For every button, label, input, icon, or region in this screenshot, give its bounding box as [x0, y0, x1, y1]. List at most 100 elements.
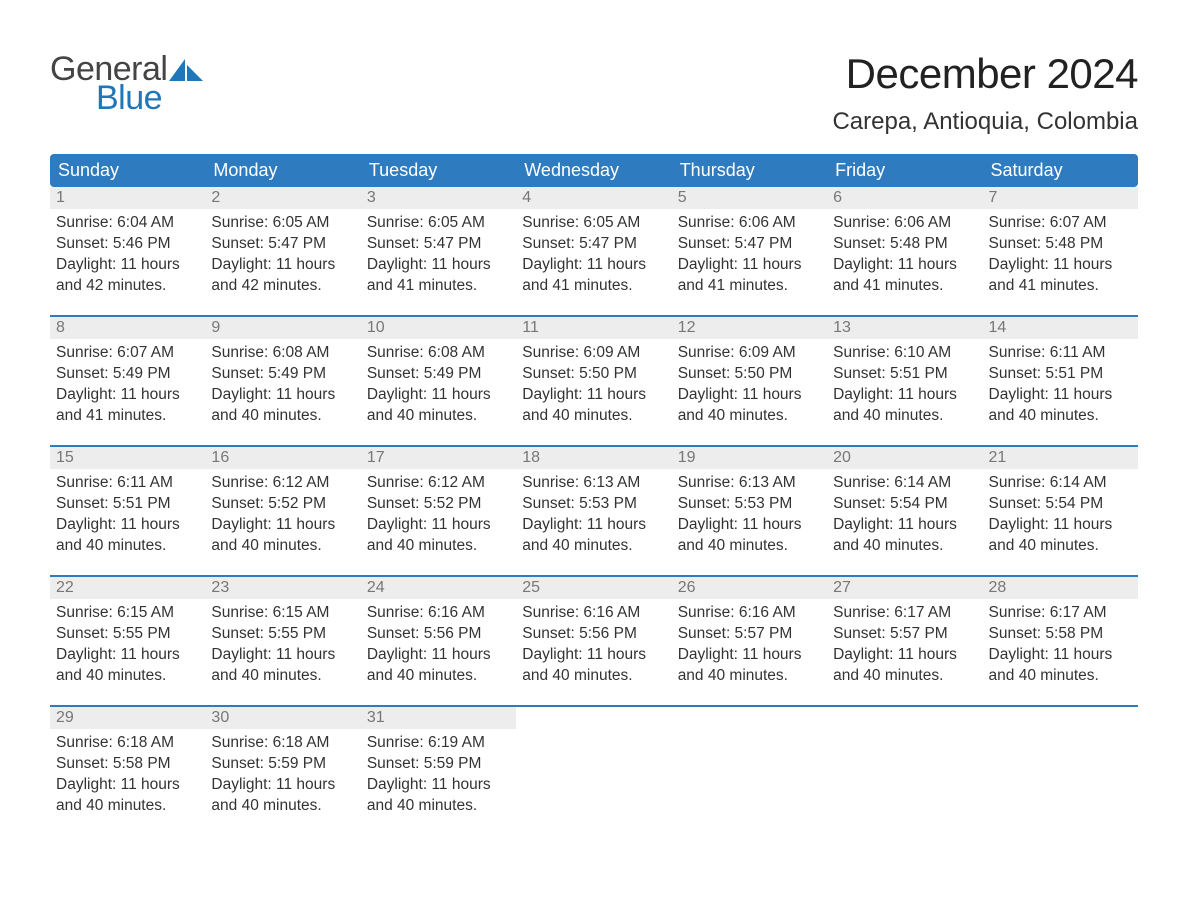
day-details: Sunrise: 6:09 AMSunset: 5:50 PMDaylight:… [516, 339, 671, 433]
sunset-line: Sunset: 5:58 PM [56, 754, 199, 775]
calendar-page: General Blue December 2024 Carepa, Antio… [0, 0, 1188, 918]
calendar-day: 22Sunrise: 6:15 AMSunset: 5:55 PMDayligh… [50, 577, 205, 705]
calendar-day: 21Sunrise: 6:14 AMSunset: 5:54 PMDayligh… [983, 447, 1138, 575]
weekday-header: Sunday [50, 154, 205, 187]
calendar-day: 16Sunrise: 6:12 AMSunset: 5:52 PMDayligh… [205, 447, 360, 575]
sunset-line: Sunset: 5:47 PM [211, 234, 354, 255]
day-details: Sunrise: 6:12 AMSunset: 5:52 PMDaylight:… [361, 469, 516, 563]
calendar-day: 6Sunrise: 6:06 AMSunset: 5:48 PMDaylight… [827, 187, 982, 315]
sunrise-line: Sunrise: 6:05 AM [211, 213, 354, 234]
sunset-line: Sunset: 5:48 PM [833, 234, 976, 255]
weekday-header: Thursday [672, 154, 827, 187]
day-details: Sunrise: 6:05 AMSunset: 5:47 PMDaylight:… [361, 209, 516, 303]
calendar-day: 14Sunrise: 6:11 AMSunset: 5:51 PMDayligh… [983, 317, 1138, 445]
day-details: Sunrise: 6:17 AMSunset: 5:57 PMDaylight:… [827, 599, 982, 693]
sunrise-line: Sunrise: 6:16 AM [522, 603, 665, 624]
calendar-day: 2Sunrise: 6:05 AMSunset: 5:47 PMDaylight… [205, 187, 360, 315]
brand-word-2: Blue [96, 79, 162, 118]
day-details: Sunrise: 6:15 AMSunset: 5:55 PMDaylight:… [50, 599, 205, 693]
daylight-line: Daylight: 11 hours and 40 minutes. [678, 515, 821, 557]
sunrise-line: Sunrise: 6:14 AM [833, 473, 976, 494]
sunset-line: Sunset: 5:49 PM [367, 364, 510, 385]
daylight-line: Daylight: 11 hours and 40 minutes. [367, 385, 510, 427]
sunrise-line: Sunrise: 6:15 AM [211, 603, 354, 624]
day-details: Sunrise: 6:05 AMSunset: 5:47 PMDaylight:… [516, 209, 671, 303]
day-number: 9 [205, 317, 360, 339]
sunrise-line: Sunrise: 6:18 AM [56, 733, 199, 754]
sunrise-line: Sunrise: 6:13 AM [678, 473, 821, 494]
calendar-day: 18Sunrise: 6:13 AMSunset: 5:53 PMDayligh… [516, 447, 671, 575]
sunrise-line: Sunrise: 6:09 AM [522, 343, 665, 364]
daylight-line: Daylight: 11 hours and 40 minutes. [56, 645, 199, 687]
sunrise-line: Sunrise: 6:10 AM [833, 343, 976, 364]
daylight-line: Daylight: 11 hours and 41 minutes. [367, 255, 510, 297]
day-details: Sunrise: 6:14 AMSunset: 5:54 PMDaylight:… [983, 469, 1138, 563]
sunrise-line: Sunrise: 6:14 AM [989, 473, 1132, 494]
day-details: Sunrise: 6:14 AMSunset: 5:54 PMDaylight:… [827, 469, 982, 563]
weekday-header: Saturday [983, 154, 1138, 187]
sunrise-line: Sunrise: 6:12 AM [367, 473, 510, 494]
sunrise-line: Sunrise: 6:18 AM [211, 733, 354, 754]
month-title: December 2024 [832, 50, 1138, 98]
sunrise-line: Sunrise: 6:11 AM [989, 343, 1132, 364]
calendar-day: 24Sunrise: 6:16 AMSunset: 5:56 PMDayligh… [361, 577, 516, 705]
calendar-day [516, 707, 671, 835]
daylight-line: Daylight: 11 hours and 40 minutes. [522, 515, 665, 557]
day-details: Sunrise: 6:12 AMSunset: 5:52 PMDaylight:… [205, 469, 360, 563]
weekday-header-row: Sunday Monday Tuesday Wednesday Thursday… [50, 154, 1138, 187]
calendar-day: 11Sunrise: 6:09 AMSunset: 5:50 PMDayligh… [516, 317, 671, 445]
daylight-line: Daylight: 11 hours and 41 minutes. [678, 255, 821, 297]
daylight-line: Daylight: 11 hours and 40 minutes. [989, 515, 1132, 557]
calendar-day: 17Sunrise: 6:12 AMSunset: 5:52 PMDayligh… [361, 447, 516, 575]
calendar-week: 1Sunrise: 6:04 AMSunset: 5:46 PMDaylight… [50, 187, 1138, 315]
calendar-day: 13Sunrise: 6:10 AMSunset: 5:51 PMDayligh… [827, 317, 982, 445]
sunset-line: Sunset: 5:54 PM [989, 494, 1132, 515]
calendar-day: 3Sunrise: 6:05 AMSunset: 5:47 PMDaylight… [361, 187, 516, 315]
calendar-day: 27Sunrise: 6:17 AMSunset: 5:57 PMDayligh… [827, 577, 982, 705]
day-number: 30 [205, 707, 360, 729]
sunset-line: Sunset: 5:54 PM [833, 494, 976, 515]
sunset-line: Sunset: 5:58 PM [989, 624, 1132, 645]
sunset-line: Sunset: 5:53 PM [678, 494, 821, 515]
sunset-line: Sunset: 5:47 PM [367, 234, 510, 255]
day-number: 18 [516, 447, 671, 469]
day-details: Sunrise: 6:11 AMSunset: 5:51 PMDaylight:… [50, 469, 205, 563]
calendar-day [983, 707, 1138, 835]
day-number: 10 [361, 317, 516, 339]
day-details: Sunrise: 6:11 AMSunset: 5:51 PMDaylight:… [983, 339, 1138, 433]
daylight-line: Daylight: 11 hours and 40 minutes. [367, 645, 510, 687]
day-details: Sunrise: 6:06 AMSunset: 5:47 PMDaylight:… [672, 209, 827, 303]
sunrise-line: Sunrise: 6:09 AM [678, 343, 821, 364]
day-number: 22 [50, 577, 205, 599]
day-number: 16 [205, 447, 360, 469]
day-number: 11 [516, 317, 671, 339]
day-number: 13 [827, 317, 982, 339]
sunset-line: Sunset: 5:51 PM [833, 364, 976, 385]
sunrise-line: Sunrise: 6:17 AM [833, 603, 976, 624]
daylight-line: Daylight: 11 hours and 40 minutes. [678, 385, 821, 427]
day-details: Sunrise: 6:16 AMSunset: 5:56 PMDaylight:… [361, 599, 516, 693]
day-details: Sunrise: 6:18 AMSunset: 5:59 PMDaylight:… [205, 729, 360, 823]
day-number: 8 [50, 317, 205, 339]
daylight-line: Daylight: 11 hours and 40 minutes. [678, 645, 821, 687]
sunset-line: Sunset: 5:59 PM [367, 754, 510, 775]
daylight-line: Daylight: 11 hours and 40 minutes. [833, 645, 976, 687]
daylight-line: Daylight: 11 hours and 40 minutes. [56, 775, 199, 817]
day-details: Sunrise: 6:08 AMSunset: 5:49 PMDaylight:… [205, 339, 360, 433]
day-number: 27 [827, 577, 982, 599]
daylight-line: Daylight: 11 hours and 40 minutes. [522, 645, 665, 687]
day-number: 24 [361, 577, 516, 599]
calendar-week: 8Sunrise: 6:07 AMSunset: 5:49 PMDaylight… [50, 317, 1138, 445]
day-details: Sunrise: 6:07 AMSunset: 5:49 PMDaylight:… [50, 339, 205, 433]
day-details: Sunrise: 6:07 AMSunset: 5:48 PMDaylight:… [983, 209, 1138, 303]
calendar-day: 10Sunrise: 6:08 AMSunset: 5:49 PMDayligh… [361, 317, 516, 445]
sunset-line: Sunset: 5:55 PM [211, 624, 354, 645]
day-number: 7 [983, 187, 1138, 209]
weekday-header: Tuesday [361, 154, 516, 187]
sunset-line: Sunset: 5:59 PM [211, 754, 354, 775]
day-details: Sunrise: 6:15 AMSunset: 5:55 PMDaylight:… [205, 599, 360, 693]
calendar-day [672, 707, 827, 835]
calendar-day: 20Sunrise: 6:14 AMSunset: 5:54 PMDayligh… [827, 447, 982, 575]
daylight-line: Daylight: 11 hours and 40 minutes. [989, 645, 1132, 687]
day-number: 1 [50, 187, 205, 209]
